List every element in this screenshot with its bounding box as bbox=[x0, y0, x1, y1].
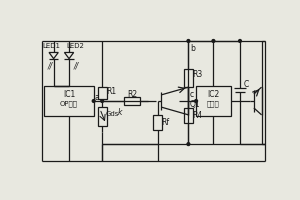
Bar bbox=[124, 97, 140, 105]
Text: Q1: Q1 bbox=[190, 100, 201, 109]
Circle shape bbox=[92, 100, 95, 102]
Text: R2: R2 bbox=[128, 90, 138, 99]
Circle shape bbox=[212, 40, 215, 42]
Text: Rf: Rf bbox=[161, 118, 169, 127]
Bar bbox=[184, 108, 193, 123]
Circle shape bbox=[238, 40, 242, 42]
Text: IC1: IC1 bbox=[63, 90, 75, 99]
Circle shape bbox=[195, 100, 197, 102]
Text: R3: R3 bbox=[192, 70, 203, 79]
Text: 电动机: 电动机 bbox=[207, 101, 220, 107]
Bar bbox=[196, 86, 231, 116]
Text: C: C bbox=[244, 80, 249, 89]
Text: IC2: IC2 bbox=[207, 90, 220, 99]
Bar bbox=[98, 87, 107, 99]
Text: //: // bbox=[47, 62, 53, 71]
Text: R4: R4 bbox=[192, 111, 203, 120]
Bar bbox=[184, 69, 193, 87]
Text: LED2: LED2 bbox=[67, 43, 85, 49]
Polygon shape bbox=[64, 52, 74, 59]
Circle shape bbox=[101, 100, 104, 102]
Text: R1: R1 bbox=[106, 87, 116, 96]
Circle shape bbox=[187, 40, 190, 42]
Bar bbox=[153, 115, 162, 130]
Text: a: a bbox=[94, 93, 99, 102]
Circle shape bbox=[187, 143, 190, 146]
Text: Gds: Gds bbox=[106, 111, 119, 117]
Bar bbox=[98, 107, 107, 126]
Text: k: k bbox=[118, 108, 122, 117]
Text: LED1: LED1 bbox=[43, 43, 61, 49]
Text: c: c bbox=[190, 90, 194, 99]
Text: b: b bbox=[190, 44, 195, 53]
Bar bbox=[44, 86, 94, 116]
Text: OP放大: OP放大 bbox=[60, 101, 78, 107]
Polygon shape bbox=[49, 52, 58, 59]
Text: //: // bbox=[74, 62, 79, 71]
